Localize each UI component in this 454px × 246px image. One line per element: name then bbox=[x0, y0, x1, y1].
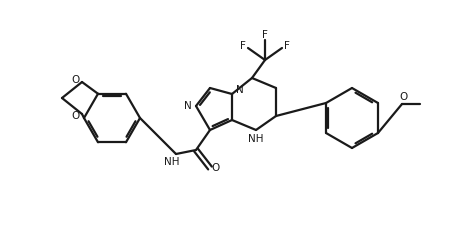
Text: N: N bbox=[184, 101, 192, 111]
Text: O: O bbox=[71, 75, 79, 85]
Text: O: O bbox=[71, 111, 79, 121]
Text: O: O bbox=[399, 92, 407, 102]
Text: O: O bbox=[212, 163, 220, 173]
Text: NH: NH bbox=[248, 134, 264, 144]
Text: F: F bbox=[262, 30, 268, 40]
Text: F: F bbox=[240, 41, 246, 51]
Text: NH: NH bbox=[164, 157, 180, 167]
Text: F: F bbox=[284, 41, 290, 51]
Text: N: N bbox=[236, 85, 244, 95]
